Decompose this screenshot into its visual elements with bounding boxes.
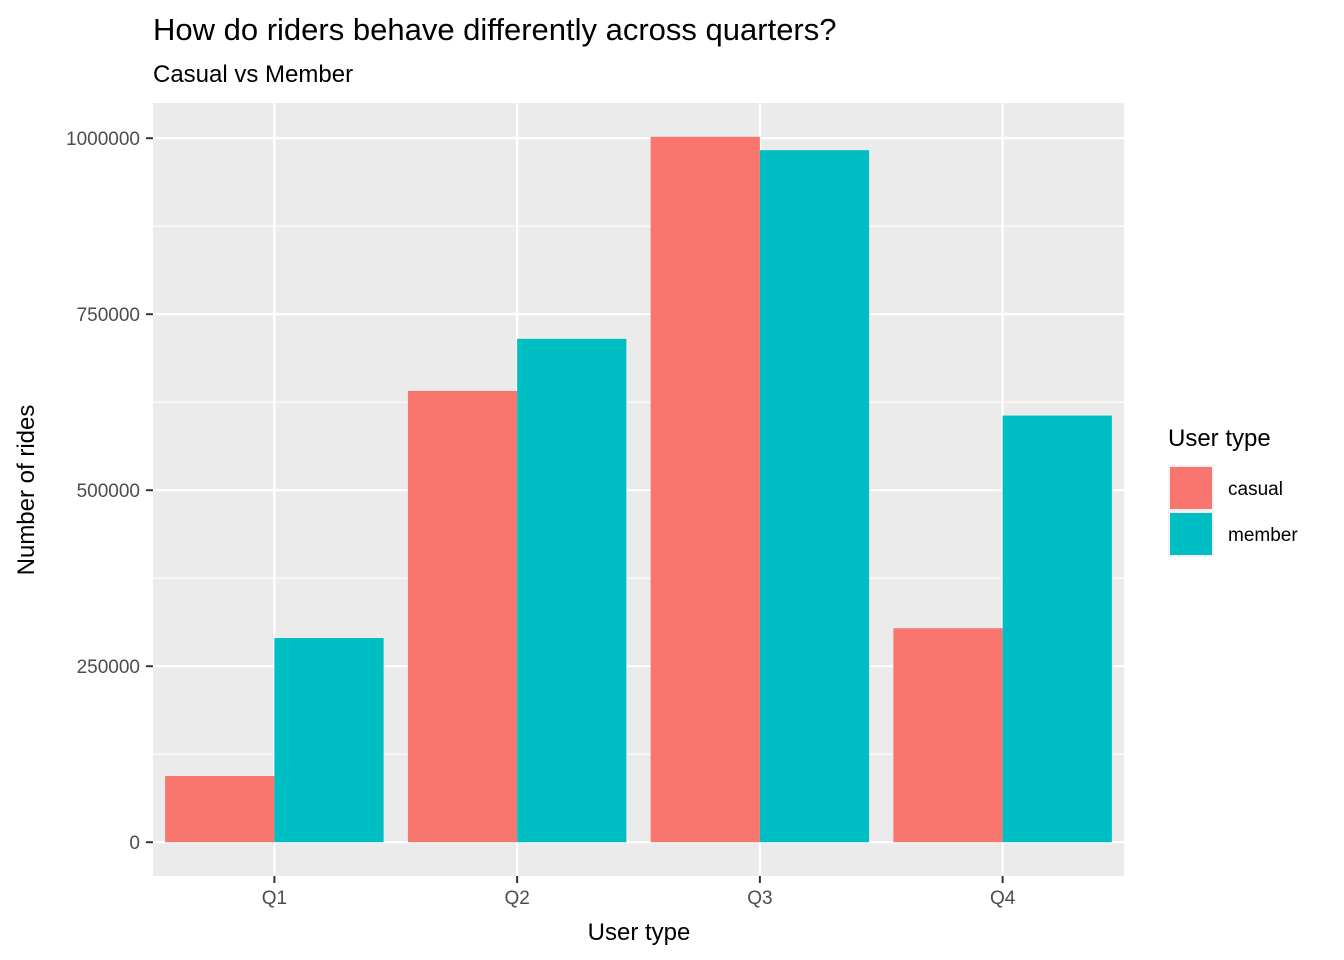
y-tick-label: 1000000: [66, 129, 140, 150]
bar-member-Q3: [759, 150, 870, 843]
bar-member-Q1: [274, 638, 384, 843]
bar-member-Q2: [517, 338, 627, 843]
x-axis-title: User type: [588, 919, 691, 946]
legend-key-member: [1170, 513, 1212, 555]
y-axis-title: Number of rides: [13, 405, 40, 576]
legend-key-casual: [1170, 467, 1212, 509]
legend: User type casual member: [1168, 425, 1298, 557]
y-tick-label: 250000: [77, 657, 140, 678]
x-tick-label: Q1: [262, 888, 287, 909]
bar-casual-Q1: [165, 776, 275, 843]
y-tick-label: 0: [129, 833, 140, 854]
bar-member-Q4: [1002, 415, 1112, 843]
y-tick-label: 500000: [77, 481, 140, 502]
chart-subtitle: Casual vs Member: [153, 61, 353, 88]
x-tick-label: Q2: [504, 888, 529, 909]
x-tick-label: Q4: [990, 888, 1016, 909]
bars: [165, 136, 1112, 843]
y-axis: 0 250000 500000 750000 1000000: [66, 129, 153, 854]
legend-label-casual: casual: [1228, 479, 1283, 500]
bar-casual-Q4: [893, 628, 1003, 843]
bar-casual-Q2: [407, 390, 518, 843]
legend-label-member: member: [1228, 525, 1298, 546]
y-tick-label: 750000: [77, 305, 140, 326]
x-axis: Q1 Q2 Q3 Q4: [262, 876, 1016, 909]
legend-title: User type: [1168, 425, 1271, 452]
bar-casual-Q3: [650, 136, 760, 843]
x-tick-label: Q3: [747, 888, 772, 909]
chart-title: How do riders behave differently across …: [153, 12, 837, 47]
